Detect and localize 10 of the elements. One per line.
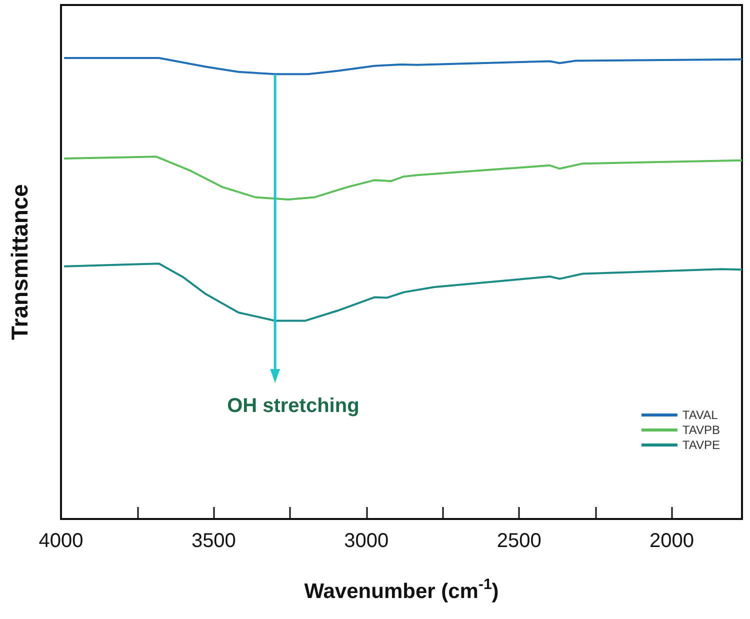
- x-tick-label: 3500: [191, 530, 236, 552]
- x-tick-label: 2500: [496, 530, 542, 552]
- legend-label: TAVPE: [682, 438, 720, 452]
- x-tick-label: 4000: [38, 530, 84, 552]
- legend-label: TAVPB: [682, 423, 720, 437]
- legend-label: TAVAL: [682, 408, 718, 422]
- annotation: OH stretching: [227, 395, 360, 418]
- y-axis-title: Transmittance: [6, 184, 32, 340]
- x-tick-label: 3000: [344, 530, 389, 552]
- x-tick-label: 2000: [650, 530, 694, 552]
